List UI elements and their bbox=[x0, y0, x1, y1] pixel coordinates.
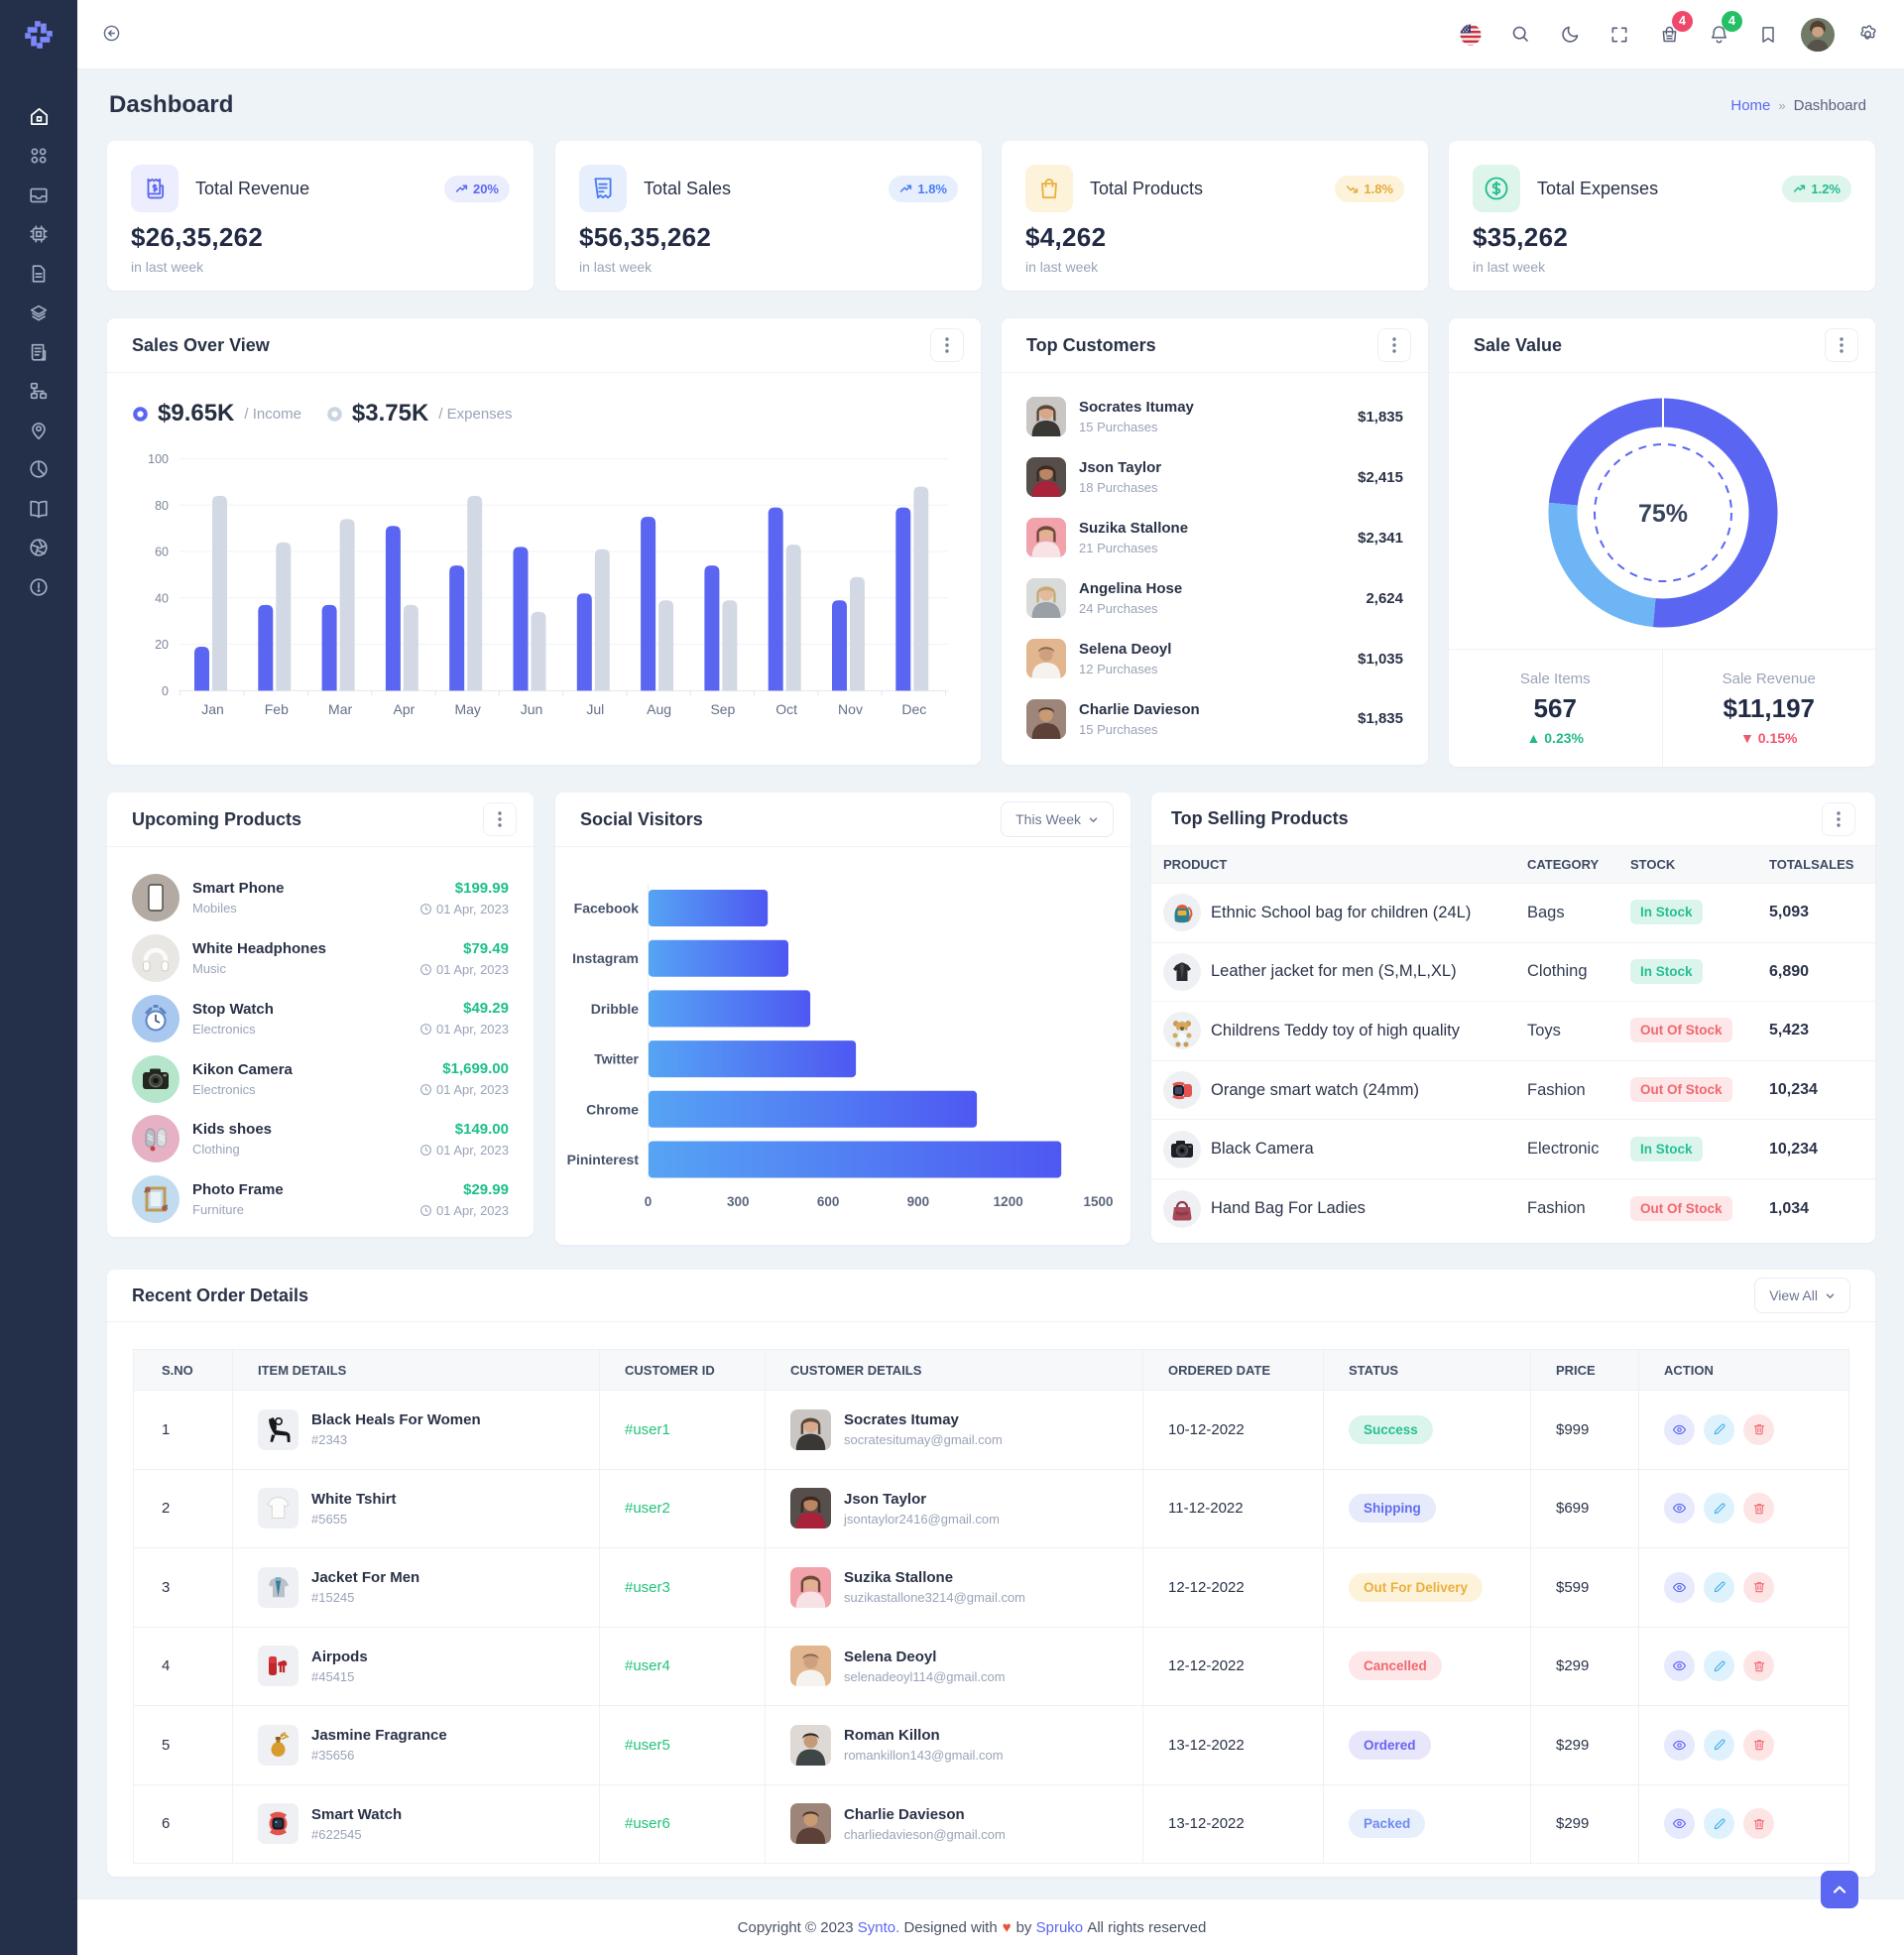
svg-text:Nov: Nov bbox=[838, 701, 863, 717]
svg-text:0: 0 bbox=[645, 1194, 653, 1209]
svg-text:Jan: Jan bbox=[201, 701, 224, 717]
svg-text:Dec: Dec bbox=[901, 701, 926, 717]
svg-text:Apr: Apr bbox=[394, 701, 416, 717]
svg-text:100: 100 bbox=[148, 452, 169, 466]
svg-text:Oct: Oct bbox=[775, 701, 797, 717]
svg-text:75%: 75% bbox=[1638, 500, 1688, 528]
svg-text:300: 300 bbox=[727, 1194, 750, 1209]
svg-text:80: 80 bbox=[155, 499, 169, 513]
svg-text:20: 20 bbox=[155, 638, 169, 652]
svg-text:60: 60 bbox=[155, 546, 169, 559]
svg-text:900: 900 bbox=[907, 1194, 930, 1209]
svg-text:Sep: Sep bbox=[710, 701, 735, 717]
svg-text:Twitter: Twitter bbox=[594, 1051, 639, 1067]
svg-text:600: 600 bbox=[817, 1194, 840, 1209]
svg-text:Instagram: Instagram bbox=[572, 950, 639, 966]
svg-text:1200: 1200 bbox=[994, 1194, 1023, 1209]
svg-text:Facebook: Facebook bbox=[574, 901, 640, 916]
svg-text:Chrome: Chrome bbox=[586, 1101, 639, 1117]
svg-text:May: May bbox=[454, 701, 480, 717]
svg-text:0: 0 bbox=[162, 684, 169, 698]
svg-text:Aug: Aug bbox=[647, 701, 671, 717]
svg-text:Pininterest: Pininterest bbox=[567, 1152, 640, 1167]
svg-text:1500: 1500 bbox=[1083, 1194, 1113, 1209]
svg-text:Dribble: Dribble bbox=[591, 1001, 639, 1017]
svg-text:Jun: Jun bbox=[521, 701, 543, 717]
svg-text:Jul: Jul bbox=[586, 701, 604, 717]
svg-text:40: 40 bbox=[155, 591, 169, 605]
svg-text:Mar: Mar bbox=[328, 701, 352, 717]
svg-text:Feb: Feb bbox=[265, 701, 289, 717]
